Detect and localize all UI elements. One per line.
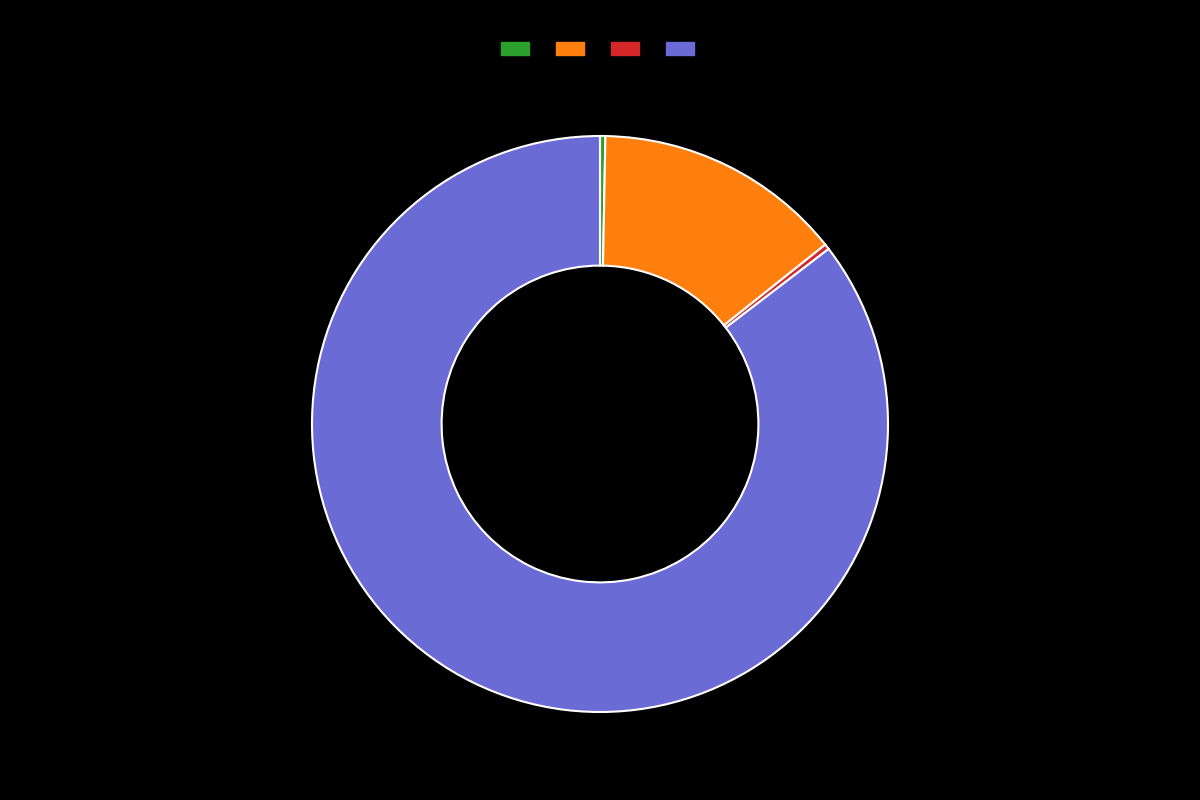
Wedge shape: [600, 136, 606, 266]
Wedge shape: [312, 136, 888, 712]
Wedge shape: [724, 245, 829, 328]
Wedge shape: [602, 136, 826, 326]
Legend: , , , : , , ,: [496, 36, 704, 63]
